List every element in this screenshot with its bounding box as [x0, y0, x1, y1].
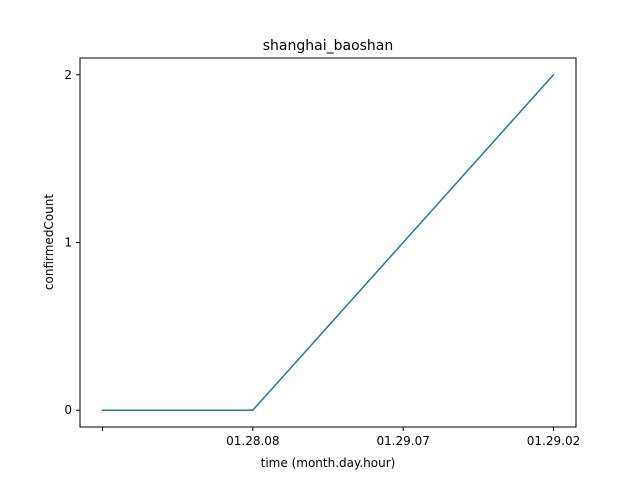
x-tick-label: 01.29.07 [376, 434, 429, 448]
y-tick-label: 1 [64, 236, 72, 250]
data-point [402, 241, 404, 244]
data-point [252, 409, 254, 411]
y-axis-label: confirmedCount [42, 194, 56, 290]
y-tick-label: 0 [64, 403, 72, 417]
chart-title: shanghai_baoshan [263, 38, 394, 54]
series-layer [101, 74, 555, 411]
data-point [552, 74, 555, 76]
x-axis-label: time (month.day.hour) [261, 456, 396, 470]
y-tick-label: 2 [64, 68, 72, 82]
y-axis: 0 1 2 [64, 68, 80, 417]
x-axis: 01.28.08 01.29.07 01.29.02 [102, 427, 580, 448]
data-point [101, 409, 104, 411]
x-tick-label: 01.29.02 [527, 434, 580, 448]
series-line [102, 74, 555, 411]
x-tick-label: 01.28.08 [226, 434, 279, 448]
